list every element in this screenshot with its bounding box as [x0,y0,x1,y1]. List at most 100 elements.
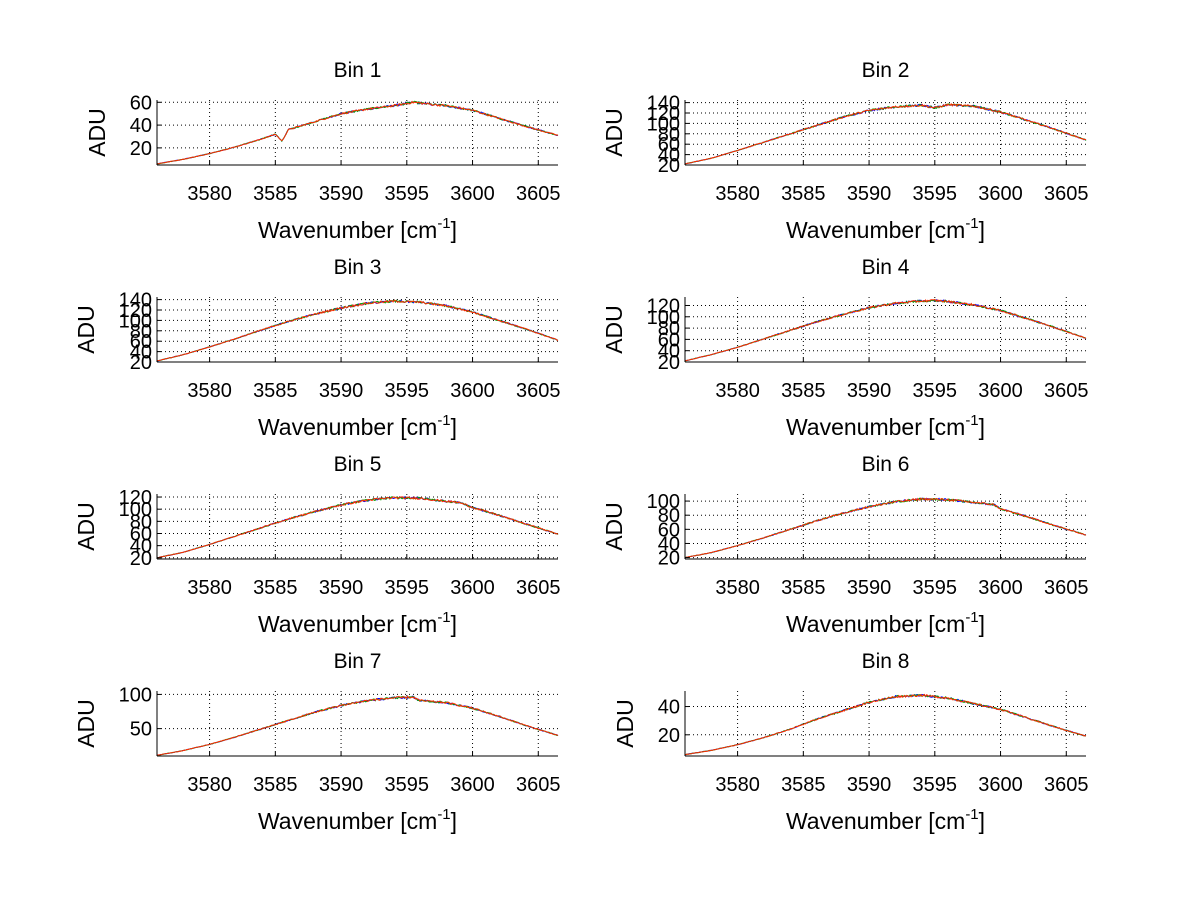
y-tick-label: 100 [119,310,152,332]
y-tick-label: 100 [119,499,152,521]
x-tick-label: 3595 [913,380,958,402]
y-tick-label: 40 [658,697,680,719]
plot-area [157,494,558,559]
x-tick-label: 3595 [913,774,958,796]
x-tick-label: 3585 [253,774,298,796]
y-tick-label: 20 [658,725,680,747]
x-tick-label: 3600 [978,380,1023,402]
subplot-title: Bin 6 [862,453,910,476]
spectrum-line-3 [156,695,559,756]
x-tick-label: 3585 [253,183,298,205]
spectrum-line-3 [157,100,559,165]
x-axis-label: Wavenumber [cm-1] [786,412,985,440]
y-tick-label: 60 [658,519,680,541]
x-tick-label: 3590 [847,774,892,796]
subplot-title: Bin 2 [862,59,910,82]
subplot-title: Bin 1 [334,59,382,82]
x-axis-label-bracket: ] [451,808,457,834]
x-tick-label: 3595 [913,577,958,599]
x-tick-label: 3590 [319,380,364,402]
x-axis-label-text: Wavenumber [cm [258,611,437,637]
y-tick-label: 20 [658,548,680,570]
y-axis-label: ADU [73,305,99,354]
subplot-title: Bin 3 [334,256,382,279]
x-tick-label: 3585 [781,774,826,796]
x-tick-label: 3580 [187,380,232,402]
y-tick-label: 140 [647,93,680,115]
subplot-title: Bin 7 [334,650,382,673]
x-axis-label-exponent: -1 [437,609,450,626]
x-tick-label: 3580 [715,774,760,796]
x-axis-label-text: Wavenumber [cm [786,808,965,834]
y-tick-label: 80 [658,318,680,340]
x-tick-label: 3590 [847,577,892,599]
x-axis-label-bracket: ] [979,611,985,637]
x-axis-label: Wavenumber [cm-1] [258,215,457,243]
subplot-bin-7: 3580 3585 3590 3595 3600 3605 50 100 Bin 7 Wavenu… [73,650,561,834]
x-axis-label-exponent: -1 [965,806,978,823]
x-axis-label: Wavenumber [cm-1] [786,806,985,834]
x-axis-label-exponent: -1 [965,609,978,626]
spectrum-line-3 [684,103,1087,165]
x-tick-label: 3605 [1044,774,1089,796]
x-tick-label: 3595 [385,380,430,402]
x-axis-label-exponent: -1 [437,806,450,823]
x-tick-label: 3605 [516,577,561,599]
y-axis-label: ADU [601,502,627,551]
x-tick-label: 3580 [715,380,760,402]
plot-area [685,297,1086,362]
y-tick-label: 40 [130,342,152,364]
y-tick-label: 100 [647,491,680,513]
y-axis-label: ADU [73,502,99,551]
x-tick-label: 3605 [1044,183,1089,205]
y-tick-label: 40 [658,341,680,363]
y-tick-label: 20 [130,138,152,160]
y-tick-label: 120 [119,487,152,509]
plot-area [685,494,1086,559]
y-tick-label: 120 [119,300,152,322]
subplot-bin-8: 3580 3585 3590 3595 3600 3605 20 40 Bin 8 Wavenum… [612,650,1089,834]
plot-area [157,691,558,756]
spectrum-line-3 [156,299,559,362]
x-tick-label: 3600 [978,774,1023,796]
x-tick-label: 3590 [847,183,892,205]
y-tick-label: 20 [130,352,152,374]
subplot-title: Bin 8 [862,650,910,673]
subplot-title: Bin 5 [334,453,382,476]
x-axis-label-bracket: ] [979,414,985,440]
y-tick-label: 80 [130,511,152,533]
y-tick-label: 140 [119,290,152,312]
x-tick-label: 3600 [450,774,495,796]
y-axis-label: ADU [612,699,638,748]
x-axis-label-exponent: -1 [965,215,978,232]
y-tick-label: 60 [130,331,152,353]
x-tick-label: 3585 [253,380,298,402]
x-tick-label: 3600 [978,183,1023,205]
y-tick-label: 80 [658,505,680,527]
x-tick-label: 3585 [253,577,298,599]
x-axis-label: Wavenumber [cm-1] [258,609,457,637]
plot-area [685,100,1086,165]
x-tick-label: 3595 [385,774,430,796]
y-tick-label: 60 [130,523,152,545]
y-tick-label: 80 [130,321,152,343]
y-tick-label: 20 [658,352,680,374]
y-tick-label: 20 [658,155,680,177]
y-tick-label: 60 [658,134,680,156]
x-tick-label: 3605 [1044,577,1089,599]
x-tick-label: 3580 [187,183,232,205]
x-axis-label-text: Wavenumber [cm [786,414,965,440]
x-tick-label: 3590 [319,774,364,796]
y-tick-label: 40 [658,533,680,555]
plot-area [685,691,1086,756]
spectrum-line-3 [684,497,1087,559]
x-tick-label: 3605 [1044,380,1089,402]
y-tick-label: 60 [658,329,680,351]
x-axis-label: Wavenumber [cm-1] [786,609,985,637]
y-tick-label: 120 [647,295,680,317]
x-axis-label-bracket: ] [979,217,985,243]
x-tick-label: 3595 [385,183,430,205]
